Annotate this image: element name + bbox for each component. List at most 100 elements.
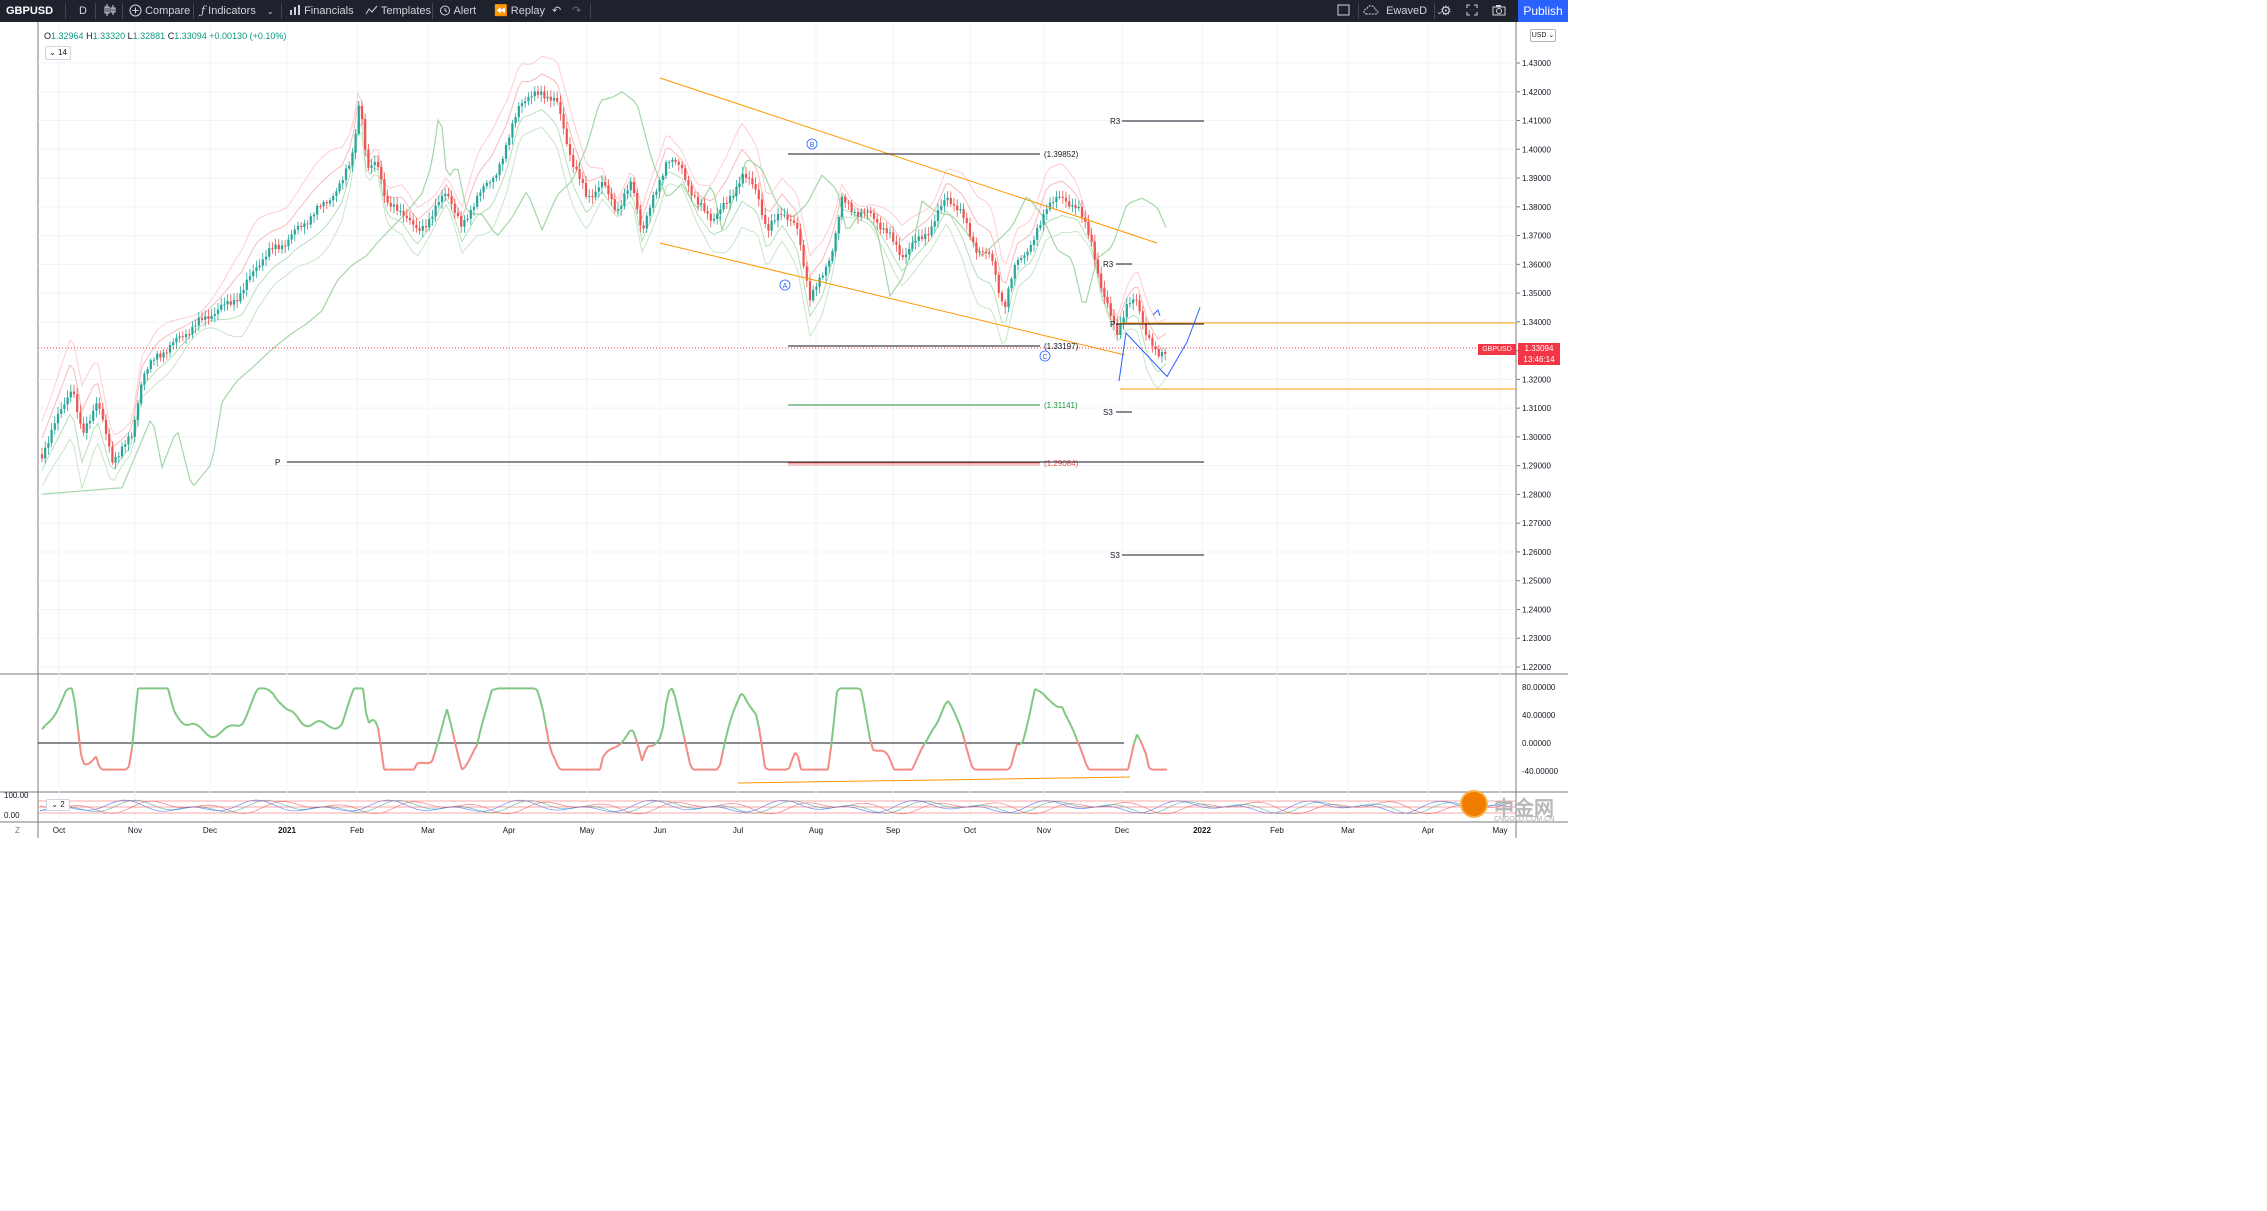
settings-button[interactable]: ⚙ bbox=[1440, 0, 1452, 22]
osc-segment bbox=[374, 720, 379, 729]
candle-body bbox=[866, 211, 869, 213]
snapshot-button[interactable] bbox=[1492, 0, 1506, 22]
candle-body bbox=[671, 159, 674, 162]
compare-button[interactable]: Compare bbox=[129, 0, 190, 22]
price-tick-label: 1.22000 bbox=[1522, 663, 1551, 672]
candle-body bbox=[892, 232, 895, 242]
templates-button[interactable]: Templates bbox=[365, 0, 431, 22]
candle-body bbox=[754, 184, 757, 190]
candle-body bbox=[1135, 299, 1138, 301]
osc-segment bbox=[284, 706, 289, 711]
osc-segment bbox=[602, 752, 607, 758]
candle-body bbox=[373, 161, 376, 166]
undo-button[interactable]: ↶ bbox=[552, 5, 562, 17]
candle-body bbox=[463, 219, 466, 227]
candle-body bbox=[82, 423, 85, 433]
candle-body bbox=[652, 194, 655, 208]
financials-button[interactable]: Financials bbox=[289, 0, 354, 22]
fullscreen-layout-button[interactable] bbox=[1337, 0, 1350, 22]
osc-segment bbox=[188, 722, 193, 726]
expand-icon bbox=[1466, 4, 1478, 16]
osc-segment bbox=[488, 689, 493, 701]
chevron-down-icon: ⌄ bbox=[266, 7, 274, 16]
alert-button[interactable]: Alert bbox=[439, 0, 476, 22]
candle-body bbox=[140, 384, 143, 404]
osc-segment bbox=[41, 725, 46, 730]
osc-segment bbox=[290, 709, 295, 714]
publish-button[interactable]: Publish bbox=[1518, 0, 1568, 22]
candle-body bbox=[56, 413, 60, 424]
indicators-button[interactable]: ƒ Indicators ⌄ bbox=[201, 0, 274, 22]
currency-select[interactable]: USD ⌄ bbox=[1530, 29, 1556, 42]
candle-body bbox=[194, 325, 197, 327]
time-tick-label: Dec bbox=[203, 826, 217, 835]
redo-button[interactable]: ↷ bbox=[572, 5, 582, 17]
osc-segment bbox=[1043, 693, 1048, 699]
osc-segment bbox=[860, 689, 865, 705]
candle-body bbox=[469, 209, 472, 219]
candle-body bbox=[200, 317, 204, 320]
candle-body bbox=[850, 203, 853, 212]
drawings[interactable]: (1.39852) (1.33197) (1.31141) (1.29084) R3 R3… bbox=[38, 77, 1516, 560]
candle-body bbox=[959, 209, 962, 211]
osc-segment bbox=[833, 691, 838, 721]
osc-segment bbox=[539, 698, 544, 711]
time-tick-label: Nov bbox=[128, 826, 142, 835]
fullscreen-button[interactable] bbox=[1466, 0, 1478, 22]
osc-segment bbox=[227, 724, 232, 728]
candle-body bbox=[1080, 207, 1084, 218]
osc-segment bbox=[434, 741, 439, 753]
toolbar-divider bbox=[281, 3, 282, 19]
candle-body bbox=[860, 212, 863, 217]
indicator-collapse-button[interactable]: ⌄ 14 bbox=[45, 46, 71, 60]
osc-segment bbox=[59, 697, 64, 706]
candle-body bbox=[895, 241, 898, 245]
candle-body bbox=[616, 208, 620, 211]
candle-body bbox=[280, 245, 284, 250]
osc-segment bbox=[626, 730, 631, 736]
candle-body bbox=[565, 128, 568, 144]
osc-segment bbox=[167, 688, 172, 701]
osc-segment bbox=[320, 720, 325, 724]
osc-segment bbox=[131, 717, 136, 749]
open-label: O bbox=[44, 31, 52, 41]
candle-body bbox=[383, 179, 386, 197]
osc-segment bbox=[887, 754, 892, 763]
osc-segment bbox=[644, 745, 649, 753]
price-tick-label: 1.23000 bbox=[1522, 634, 1551, 643]
candle-body bbox=[1023, 255, 1026, 258]
candle-body bbox=[197, 317, 200, 326]
candle-body bbox=[632, 182, 636, 194]
layout-name-button[interactable]: EwaveD ⌄ bbox=[1363, 0, 1443, 22]
replay-button[interactable]: ⏪ Replay bbox=[494, 0, 545, 22]
candle-body bbox=[767, 224, 770, 231]
current-price-tag: 1.33094 13:46:14 bbox=[1518, 343, 1560, 365]
candle-body bbox=[556, 97, 559, 102]
pivot-label: R3 bbox=[1103, 260, 1114, 269]
candle-body bbox=[76, 394, 79, 412]
time-tick-label: May bbox=[579, 826, 594, 835]
osc-segment bbox=[872, 748, 877, 752]
candle-body bbox=[639, 209, 642, 226]
rewind-icon: ⏪ bbox=[494, 5, 508, 17]
candle-body bbox=[1160, 352, 1164, 357]
price-chart[interactable]: (1.39852) (1.33197) (1.31141) (1.29084) R3 R3… bbox=[0, 22, 1568, 838]
camera-icon bbox=[1492, 5, 1506, 16]
candle-body bbox=[444, 193, 447, 196]
candle-body bbox=[716, 214, 719, 219]
candle-body bbox=[524, 101, 527, 104]
symbol-search[interactable]: GBPUSD bbox=[6, 5, 54, 17]
osc-segment bbox=[1133, 734, 1138, 745]
candle-body bbox=[402, 210, 405, 216]
candle-body bbox=[1087, 221, 1090, 235]
osc-segment bbox=[278, 701, 283, 706]
osc-segment bbox=[200, 727, 205, 732]
interval-button[interactable]: D bbox=[79, 5, 87, 17]
candle-style-button[interactable] bbox=[104, 0, 116, 22]
osc-segment bbox=[917, 749, 922, 758]
osc-segment bbox=[1034, 688, 1039, 692]
candle-body bbox=[351, 152, 354, 166]
candle-body bbox=[261, 259, 264, 266]
osc2-collapse-button[interactable]: ⌄ 2 bbox=[46, 799, 70, 811]
osc-segment bbox=[641, 751, 646, 762]
